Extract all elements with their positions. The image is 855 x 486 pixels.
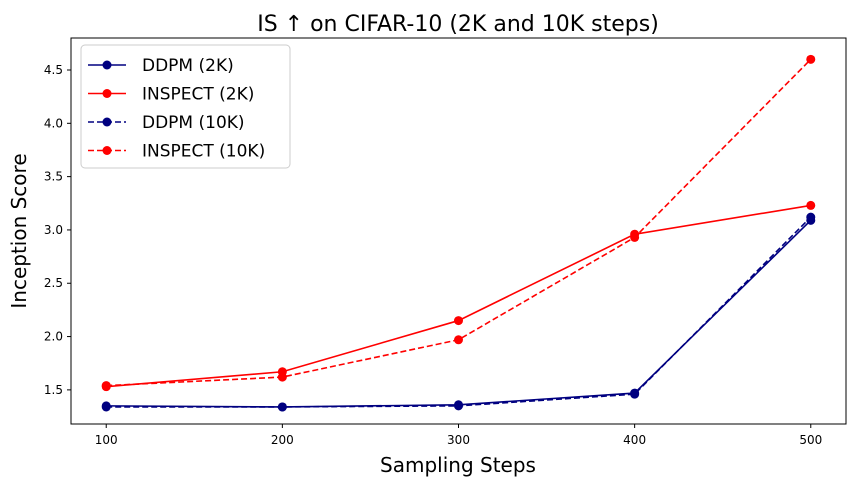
x-axis-title: Sampling Steps bbox=[380, 453, 536, 477]
data-point bbox=[630, 232, 640, 242]
legend-item: DDPM (2K) bbox=[88, 56, 234, 76]
legend-marker bbox=[102, 117, 112, 127]
data-point bbox=[277, 372, 287, 382]
y-axis-ticks: 1.5 2.0 2.5 3.0 3.5 4.0 4.5 bbox=[44, 63, 71, 397]
x-tick-label: 500 bbox=[799, 433, 822, 447]
legend-marker bbox=[102, 60, 112, 70]
data-point bbox=[806, 200, 816, 210]
x-tick-label: 300 bbox=[447, 433, 470, 447]
data-point bbox=[277, 402, 287, 412]
series-layer bbox=[101, 54, 816, 412]
y-tick-label: 4.5 bbox=[44, 63, 63, 77]
y-tick-label: 4.0 bbox=[44, 116, 63, 130]
series-inspect-10k bbox=[101, 54, 816, 391]
legend-label: INSPECT (2K) bbox=[142, 85, 254, 105]
y-tick-label: 1.5 bbox=[44, 383, 63, 397]
legend-marker bbox=[102, 146, 112, 155]
chart-title: IS ↑ on CIFAR-10 (2K and 10K steps) bbox=[257, 12, 659, 37]
plot-frame bbox=[70, 37, 847, 425]
x-axis-ticks: 100 200 300 400 500 bbox=[95, 424, 822, 447]
data-point bbox=[454, 335, 463, 345]
data-point bbox=[454, 401, 463, 411]
legend-label: INSPECT (10K) bbox=[142, 142, 265, 162]
legend-marker bbox=[102, 89, 112, 98]
data-point bbox=[101, 381, 111, 391]
x-tick-label: 400 bbox=[623, 433, 646, 447]
y-axis-title: Inception Score bbox=[7, 153, 31, 308]
data-point bbox=[101, 402, 111, 412]
legend-item: INSPECT (2K) bbox=[88, 85, 254, 105]
legend-item: DDPM (10K) bbox=[88, 113, 245, 133]
data-point bbox=[806, 212, 816, 222]
series-ddpm-10k bbox=[101, 212, 816, 412]
y-tick-label: 2.5 bbox=[44, 276, 63, 290]
x-tick-label: 200 bbox=[271, 433, 294, 447]
data-point bbox=[630, 389, 640, 399]
x-tick-label: 100 bbox=[95, 433, 118, 447]
legend-label: DDPM (10K) bbox=[142, 113, 245, 133]
legend-box bbox=[80, 44, 291, 169]
data-point bbox=[454, 316, 463, 326]
y-tick-label: 3.5 bbox=[44, 170, 63, 184]
legend: DDPM (2K) INSPECT (2K) DDPM (10K) INSPECT (… bbox=[80, 44, 291, 169]
y-tick-label: 2.0 bbox=[44, 330, 63, 344]
legend-item: INSPECT (10K) bbox=[88, 142, 265, 162]
legend-label: DDPM (2K) bbox=[142, 56, 234, 76]
data-point bbox=[806, 54, 816, 64]
y-tick-label: 3.0 bbox=[44, 223, 63, 237]
